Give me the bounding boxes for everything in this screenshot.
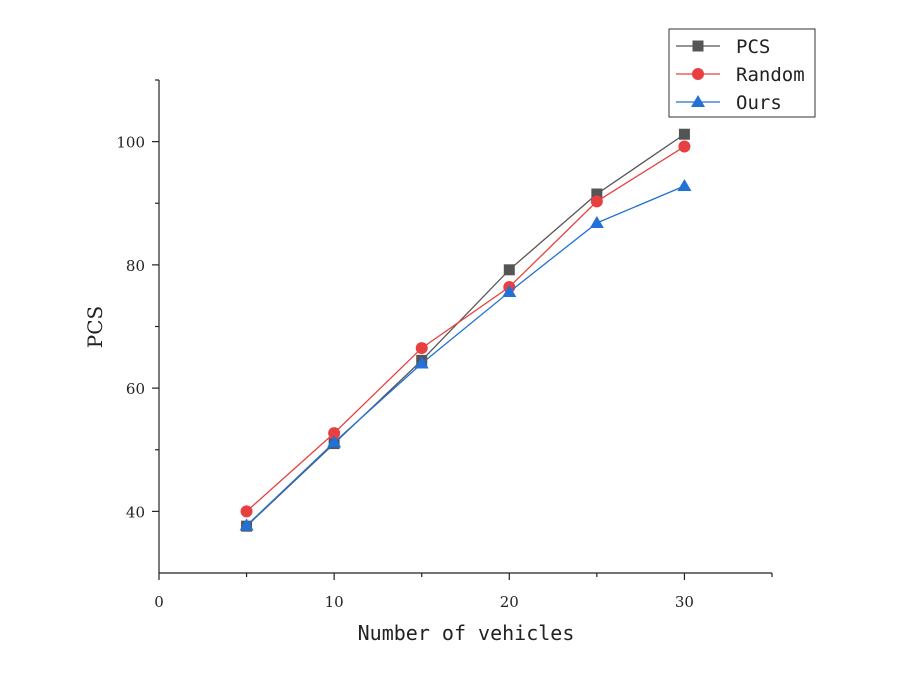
legend-circle-marker [692, 68, 704, 80]
circle-marker [415, 342, 428, 355]
circle-marker [590, 195, 603, 208]
circle-marker [678, 140, 691, 153]
legend-label: Random [736, 64, 805, 86]
legend-square-marker [692, 40, 704, 52]
x-tick-label: 20 [500, 593, 519, 611]
x-axis-title: Number of vehicles [358, 621, 575, 645]
series-ours [239, 178, 692, 531]
y-axis-title: PCS [83, 306, 107, 348]
circle-marker [240, 505, 253, 518]
y-tick-label: 80 [126, 257, 145, 275]
series-random [240, 140, 691, 518]
triangle-marker [327, 435, 342, 448]
y-tick-label: 40 [126, 503, 145, 521]
x-tick-label: 30 [675, 593, 694, 611]
series-pcs [241, 128, 690, 532]
series-layer [239, 128, 692, 532]
axes: 0 10 20 30 40 60 80 100 [116, 79, 773, 611]
legend: PCS Random Ours [668, 28, 816, 118]
square-marker [678, 128, 690, 140]
triangle-marker [502, 284, 517, 297]
triangle-marker [589, 215, 604, 228]
y-tick-label: 60 [126, 380, 145, 398]
legend-item: PCS [676, 36, 770, 58]
legend-label: PCS [736, 36, 770, 58]
x-tick-label: 10 [325, 593, 344, 611]
x-tick-label: 0 [154, 593, 164, 611]
legend-item: Random [676, 64, 805, 86]
series-line [246, 146, 685, 512]
square-marker [591, 188, 603, 200]
triangle-marker [414, 356, 429, 369]
series-line [246, 133, 685, 527]
circle-marker [328, 427, 341, 440]
legend-label: Ours [736, 92, 782, 114]
legend-triangle-marker [691, 95, 705, 107]
y-tick-label: 100 [116, 134, 145, 152]
legend-item: Ours [676, 92, 782, 114]
triangle-marker [239, 518, 254, 531]
square-marker [503, 264, 515, 276]
triangle-marker [677, 178, 692, 191]
series-line [246, 185, 685, 527]
